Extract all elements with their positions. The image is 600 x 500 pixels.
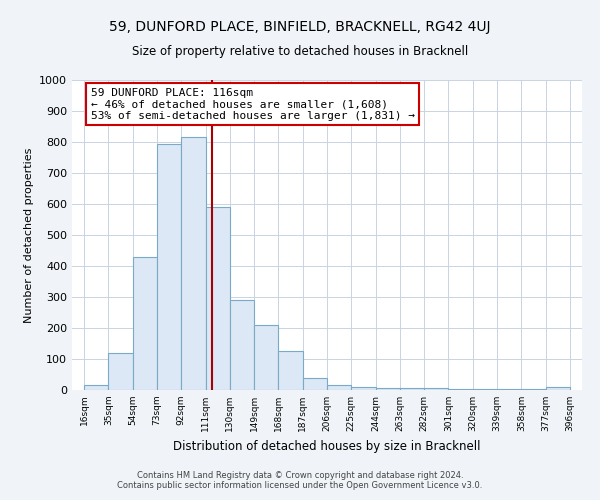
Text: Contains HM Land Registry data © Crown copyright and database right 2024.
Contai: Contains HM Land Registry data © Crown c… — [118, 470, 482, 490]
Bar — [133, 256, 157, 390]
Bar — [109, 353, 133, 390]
Text: Size of property relative to detached houses in Bracknell: Size of property relative to detached ho… — [132, 45, 468, 58]
Bar — [278, 351, 303, 390]
X-axis label: Distribution of detached houses by size in Bracknell: Distribution of detached houses by size … — [173, 440, 481, 452]
Bar — [497, 389, 521, 390]
Text: 59 DUNFORD PLACE: 116sqm
← 46% of detached houses are smaller (1,608)
53% of sem: 59 DUNFORD PLACE: 116sqm ← 46% of detach… — [91, 88, 415, 121]
Bar — [400, 388, 424, 390]
Bar — [521, 389, 545, 390]
Bar — [230, 300, 254, 390]
Bar — [473, 389, 497, 390]
Bar — [545, 387, 570, 390]
Bar — [376, 388, 400, 390]
Bar — [351, 387, 376, 390]
Text: 59, DUNFORD PLACE, BINFIELD, BRACKNELL, RG42 4UJ: 59, DUNFORD PLACE, BINFIELD, BRACKNELL, … — [109, 20, 491, 34]
Bar — [206, 207, 230, 390]
Y-axis label: Number of detached properties: Number of detached properties — [23, 148, 34, 322]
Bar — [254, 325, 278, 390]
Bar — [181, 138, 206, 390]
Bar — [424, 388, 448, 390]
Bar — [84, 386, 109, 390]
Bar — [448, 389, 473, 390]
Bar — [303, 378, 327, 390]
Bar — [327, 386, 351, 390]
Bar — [157, 144, 181, 390]
